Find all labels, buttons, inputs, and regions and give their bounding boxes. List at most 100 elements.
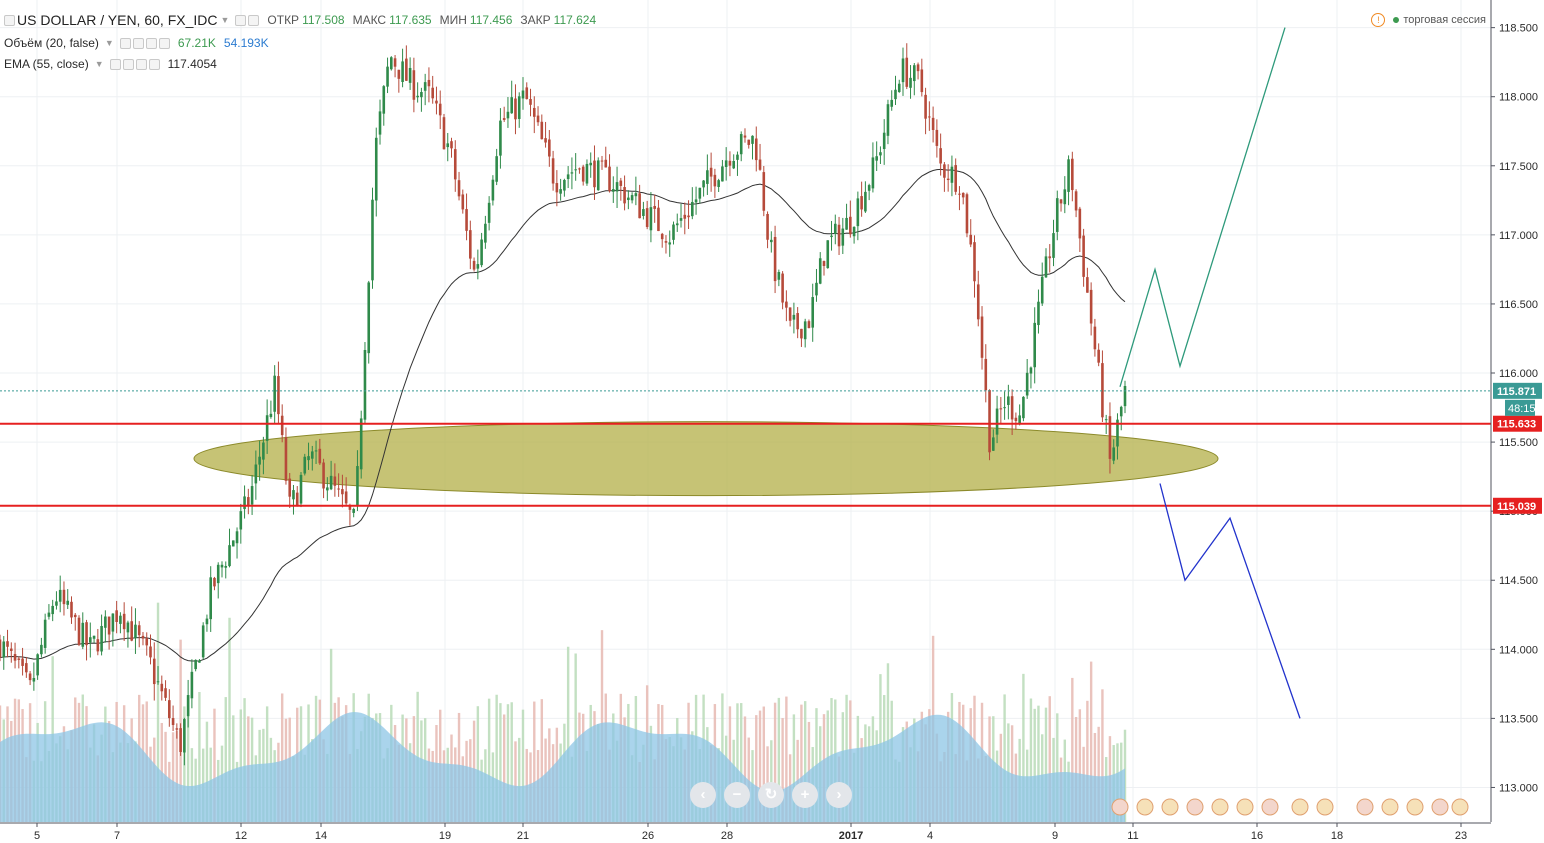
candle-body (886, 104, 890, 136)
hide-icon[interactable] (248, 14, 260, 26)
candle-body (1063, 189, 1067, 205)
session-label: торговая сессия (1403, 14, 1486, 26)
price-label-box (1493, 497, 1542, 514)
chevron-down-icon[interactable]: ▼ (104, 38, 114, 48)
candle-body (220, 564, 224, 568)
candle-body (672, 224, 675, 240)
economic-event-flag-icon (1161, 798, 1179, 816)
candle-body (2, 641, 6, 658)
price-label-text: 115.871 (1497, 386, 1536, 398)
candle-body (897, 83, 901, 93)
candle-body (679, 218, 683, 221)
volume-ma-value: 54.193K (223, 36, 269, 50)
candle-body (55, 601, 58, 606)
candle-body (386, 66, 389, 87)
candle-body (453, 149, 457, 180)
candle-body (736, 154, 739, 160)
price-tick-label: 117.000 (1499, 230, 1538, 242)
candle-body (988, 390, 991, 453)
scroll-left-icon[interactable]: ‹ (690, 782, 716, 808)
candle-body (807, 321, 811, 329)
close-icon[interactable] (158, 37, 170, 49)
volume-bar (499, 703, 502, 822)
candle-body (356, 466, 359, 507)
price-tick-label: 116.500 (1499, 299, 1538, 311)
warning-icon[interactable]: ! (1371, 13, 1386, 27)
price-tick-label: 113.500 (1499, 713, 1538, 725)
candle-body (698, 187, 702, 199)
candle-body (943, 164, 946, 178)
zoom-out-icon[interactable]: − (724, 782, 750, 808)
candle-body (691, 201, 694, 217)
settings-icon[interactable] (122, 58, 134, 70)
price-tick-label: 115.500 (1499, 437, 1538, 449)
candle-body (634, 193, 638, 197)
volume-bar (175, 730, 179, 822)
candle-body (171, 718, 175, 726)
candle-body (984, 358, 988, 391)
reset-icon[interactable]: ↻ (758, 782, 784, 808)
candle-body (976, 284, 980, 320)
ema-indicator-name[interactable]: EMA (55, close) (4, 57, 89, 71)
plus-icon[interactable] (135, 58, 147, 70)
candle-body (879, 152, 882, 156)
settings-icon[interactable] (235, 14, 247, 26)
projection-down-line (1159, 483, 1301, 719)
series-square-icon[interactable] (4, 14, 15, 26)
candle-body (58, 589, 62, 602)
candle-body (416, 95, 419, 98)
time-tick-label: 2017 (839, 830, 863, 842)
chevron-down-icon[interactable]: ▼ (220, 15, 230, 25)
candle-body (702, 180, 705, 188)
candle-body (408, 67, 412, 83)
candle-body (258, 456, 261, 465)
candle-body (1071, 158, 1074, 191)
economic-event-flag-icon (1381, 798, 1399, 816)
volume-bar (770, 740, 773, 822)
chevron-down-icon[interactable]: ▼ (94, 59, 104, 69)
low-label: МИН (439, 13, 467, 27)
scroll-right-icon[interactable]: › (826, 782, 852, 808)
plus-icon[interactable] (145, 37, 157, 49)
candle-body (115, 610, 118, 622)
session-indicator[interactable]: ! торговая сессия (1371, 13, 1486, 27)
candle-body (1059, 199, 1063, 204)
candle-body (992, 437, 995, 451)
economic-event-flag-icon (1236, 798, 1254, 816)
candle-body (1097, 349, 1100, 363)
candle-body (732, 161, 735, 169)
candle-body (367, 282, 371, 354)
candle-body (815, 282, 818, 296)
candle-body (25, 663, 28, 673)
ema-legend: EMA (55, close) ▼ 117.4054 (4, 57, 220, 71)
candle-body (935, 129, 939, 146)
price-tick-label: 118.500 (1499, 23, 1538, 35)
hide-icon[interactable] (109, 58, 121, 70)
candle-body (924, 94, 927, 119)
candle-body (585, 163, 589, 184)
candle-body (329, 475, 333, 490)
candle-body (438, 103, 442, 116)
candle-body (551, 158, 555, 184)
volume-bar (205, 721, 209, 822)
candle-body (871, 157, 875, 189)
candle-body (604, 159, 608, 168)
zoom-in-icon[interactable]: + (792, 782, 818, 808)
hide-icon[interactable] (119, 37, 131, 49)
volume-bar (243, 698, 246, 822)
candle-body (1086, 277, 1089, 293)
volume-bar (1029, 698, 1033, 822)
candle-body (17, 658, 21, 660)
candle-body (352, 508, 355, 513)
candle-body (393, 58, 397, 67)
candle-body (724, 160, 728, 167)
candle-body (231, 540, 235, 547)
volume-bar (792, 714, 796, 822)
economic-event-flag-icon (1261, 798, 1279, 816)
candle-body (540, 121, 544, 140)
settings-icon[interactable] (132, 37, 144, 49)
candle-body (1074, 191, 1078, 211)
volume-indicator-name[interactable]: Объём (20, false) (4, 36, 99, 50)
close-icon[interactable] (148, 58, 160, 70)
